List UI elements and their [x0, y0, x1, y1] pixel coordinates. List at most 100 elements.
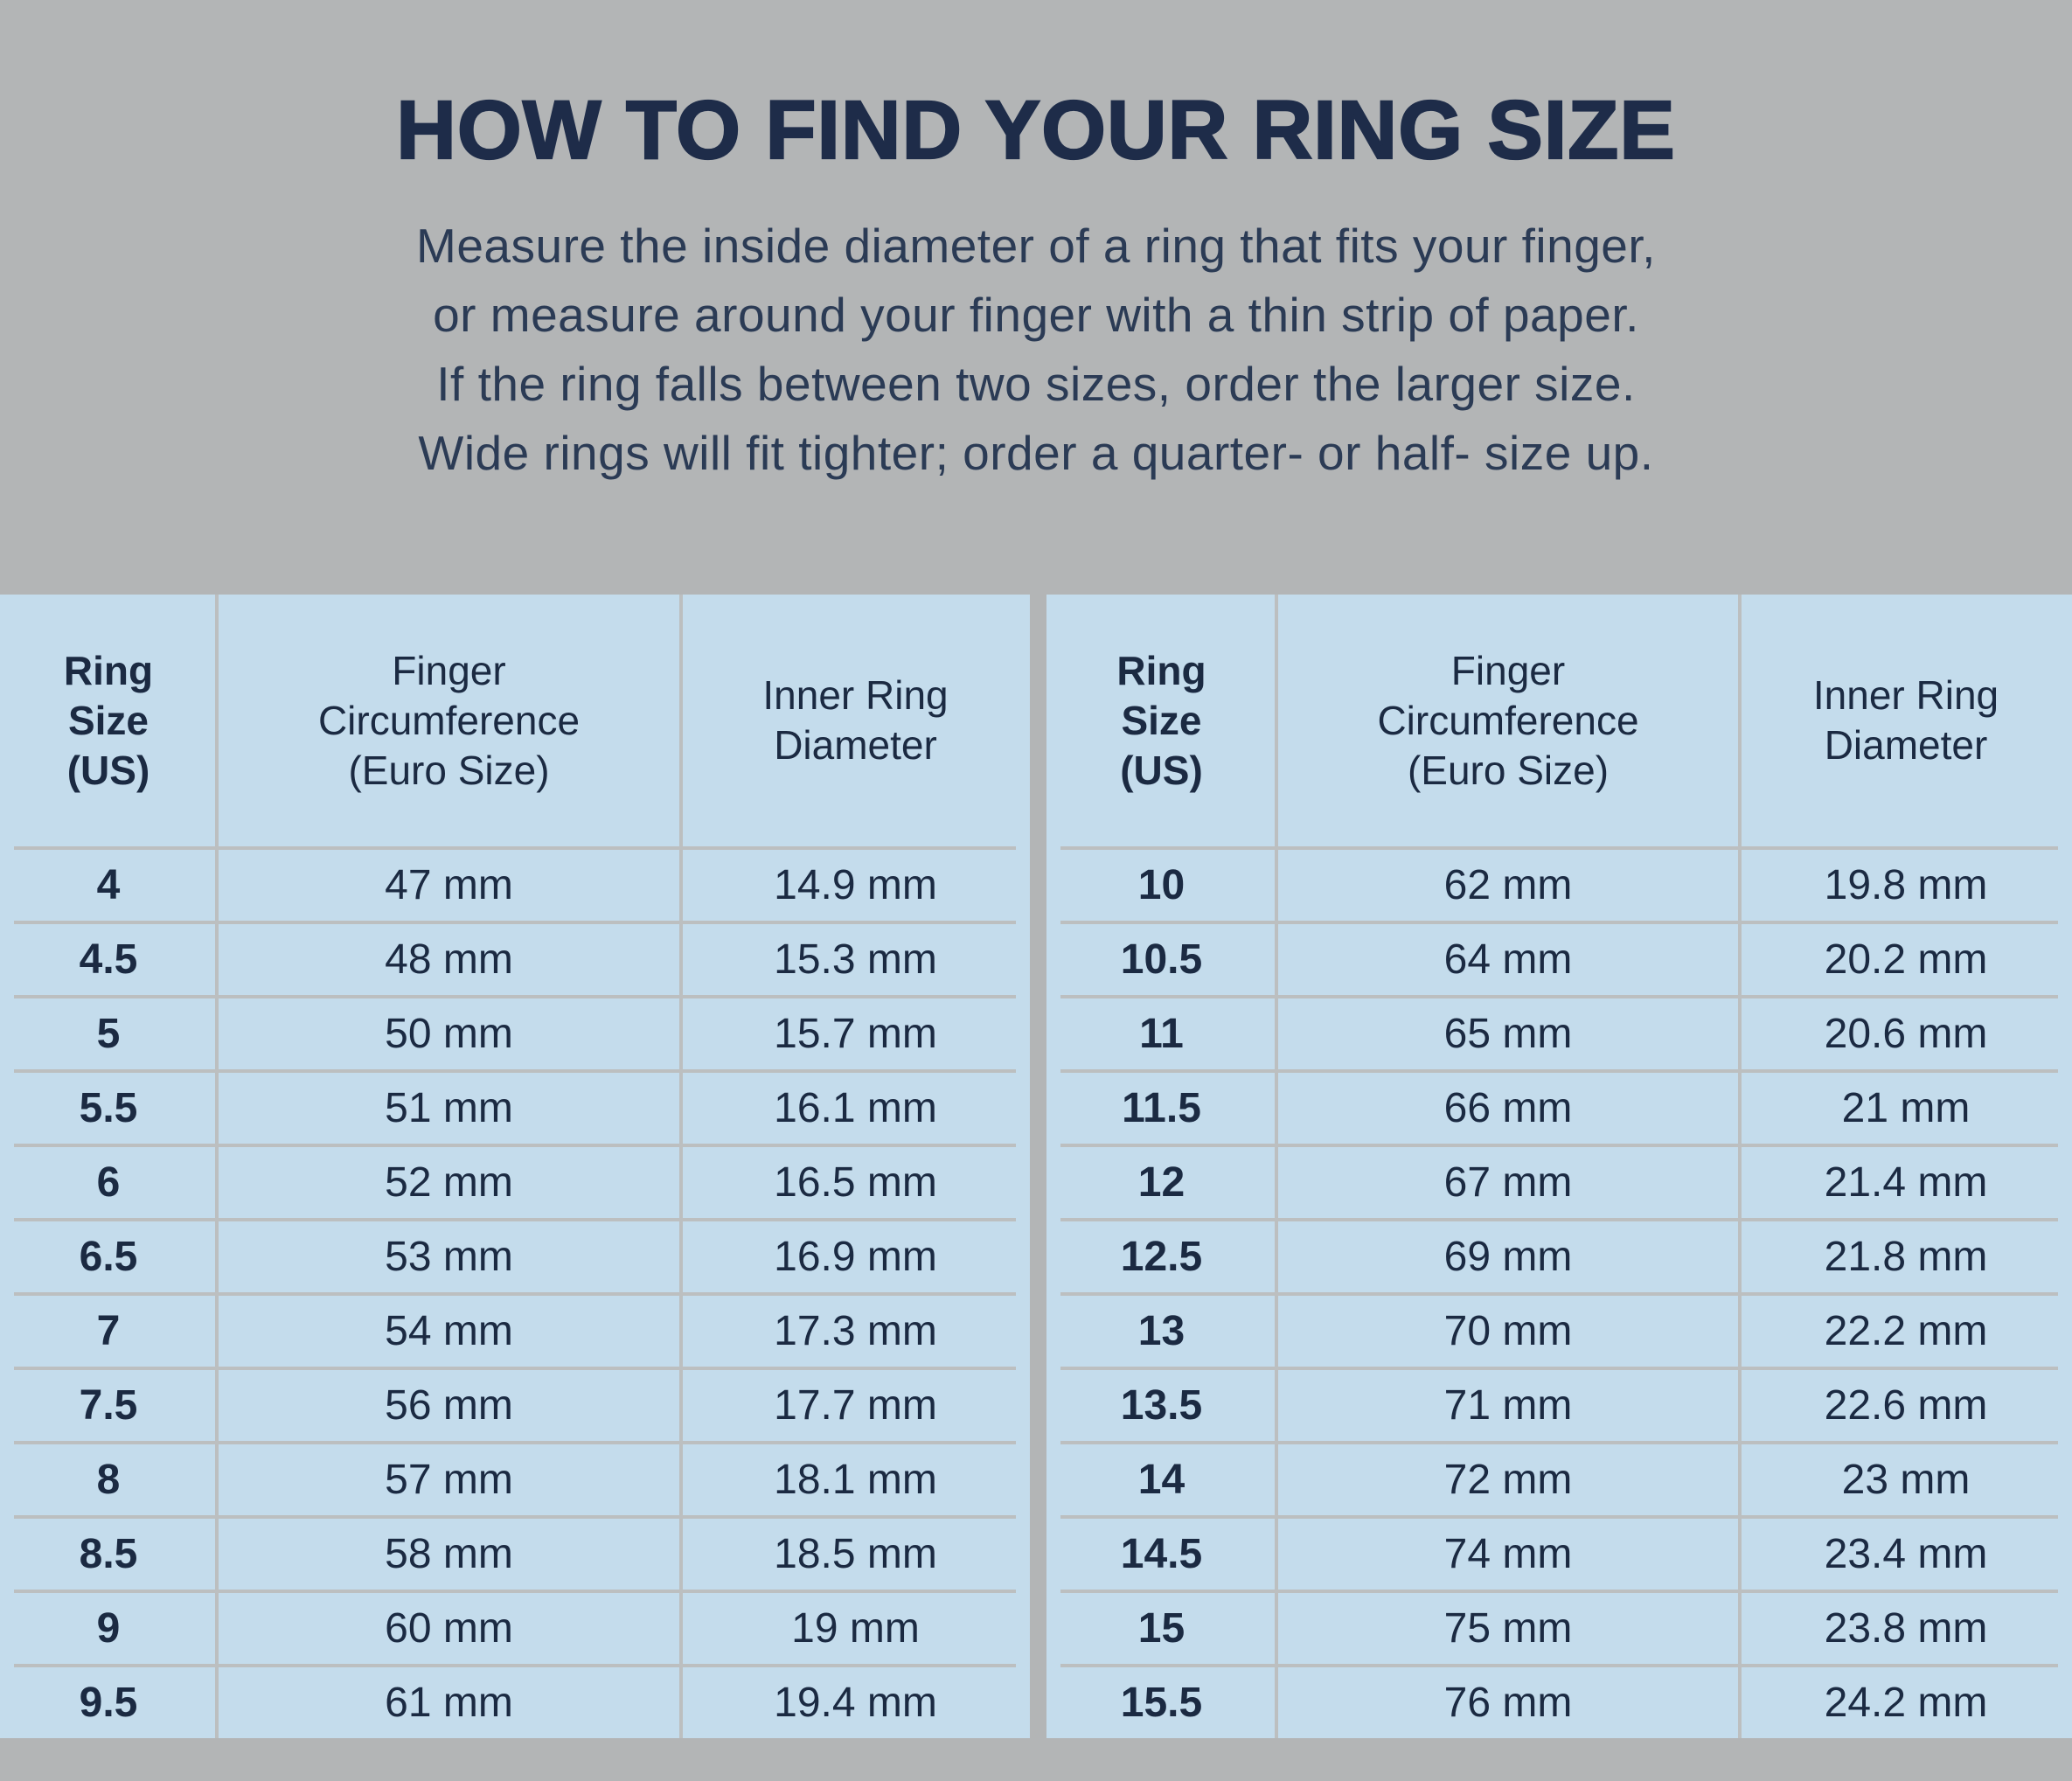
ring-size-value: 7: [96, 1308, 121, 1354]
row-divider: [1060, 1144, 2058, 1147]
finger-circumference-value: 61 mm: [385, 1680, 513, 1726]
row-divider: [14, 1144, 1016, 1147]
table-row: 14 72 mm 23 mm: [1046, 1444, 2072, 1515]
inner-diameter-value: 19.4 mm: [774, 1680, 937, 1726]
inner-diameter-value: 18.5 mm: [774, 1531, 937, 1577]
inner-diameter-value: 20.6 mm: [1824, 1011, 1988, 1057]
column-divider: [679, 595, 683, 1738]
inner-diameter-value: 23.4 mm: [1824, 1531, 1988, 1577]
finger-circumference-value: 71 mm: [1443, 1382, 1573, 1429]
ring-size-value: 11: [1139, 1011, 1184, 1057]
row-divider: [1060, 1664, 2058, 1667]
ring-size-value: 14.5: [1120, 1531, 1203, 1577]
inner-diameter-value: 16.9 mm: [774, 1234, 937, 1280]
table-row: 15.5 76 mm 24.2 mm: [1046, 1667, 2072, 1738]
row-divider: [14, 921, 1016, 924]
finger-circumference-value: 65 mm: [1443, 1011, 1573, 1057]
row-divider: [14, 995, 1016, 998]
ring-size-value: 11.5: [1122, 1085, 1201, 1131]
column-divider: [1738, 595, 1742, 1738]
table-row: 12.5 69 mm 21.8 mm: [1046, 1221, 2072, 1292]
col-header-diameter: Inner Ring Diameter: [762, 672, 949, 768]
inner-diameter-value: 17.7 mm: [774, 1382, 937, 1429]
inner-diameter-value: 16.5 mm: [774, 1159, 937, 1206]
column-divider: [215, 595, 219, 1738]
ring-size-value: 6.5: [79, 1234, 138, 1280]
ring-size-value: 4.5: [79, 936, 138, 983]
inner-diameter-value: 20.2 mm: [1824, 936, 1988, 983]
finger-circumference-value: 70 mm: [1443, 1308, 1573, 1354]
ring-size-value: 8: [96, 1457, 121, 1503]
finger-circumference-value: 76 mm: [1443, 1680, 1573, 1726]
row-divider: [14, 1515, 1016, 1519]
row-divider: [1060, 1367, 2058, 1370]
inner-diameter-value: 22.6 mm: [1824, 1382, 1988, 1429]
row-divider: [14, 1218, 1016, 1221]
inner-diameter-value: 19 mm: [791, 1605, 920, 1652]
row-divider: [14, 1441, 1016, 1444]
finger-circumference-value: 51 mm: [385, 1085, 513, 1131]
ring-size-value: 10.5: [1120, 936, 1203, 983]
table-row: 10.5 64 mm 20.2 mm: [1046, 924, 2072, 995]
table-row: 5.5 51 mm 16.1 mm: [0, 1073, 1030, 1144]
row-divider: [1060, 1590, 2058, 1593]
finger-circumference-value: 62 mm: [1443, 862, 1573, 908]
inner-diameter-value: 14.9 mm: [774, 862, 937, 908]
instructions: Measure the inside diameter of a ring th…: [0, 212, 2072, 488]
table-row: 4.5 48 mm 15.3 mm: [0, 924, 1030, 995]
inner-diameter-value: 24.2 mm: [1824, 1680, 1988, 1726]
ring-size-table-left: Ring Size (US) Finger Circumference (Eur…: [0, 595, 1030, 1738]
inner-diameter-value: 18.1 mm: [774, 1457, 937, 1503]
finger-circumference-value: 53 mm: [385, 1234, 513, 1280]
row-divider: [14, 1292, 1016, 1296]
instruction-line: Wide rings will fit tighter; order a qua…: [418, 425, 1654, 480]
finger-circumference-value: 50 mm: [385, 1011, 513, 1057]
instruction-line: or measure around your finger with a thi…: [433, 287, 1639, 342]
inner-diameter-value: 21.8 mm: [1824, 1234, 1988, 1280]
finger-circumference-value: 75 mm: [1443, 1605, 1573, 1652]
column-divider: [1275, 595, 1278, 1738]
ring-size-value: 12.5: [1120, 1234, 1203, 1280]
inner-diameter-value: 19.8 mm: [1824, 862, 1988, 908]
table-row: 13 70 mm 22.2 mm: [1046, 1296, 2072, 1367]
ring-size-value: 15.5: [1120, 1680, 1203, 1726]
table-header-row: Ring Size (US) Finger Circumference (Eur…: [1046, 595, 2072, 846]
row-divider: [1060, 995, 2058, 998]
ring-size-value: 7.5: [79, 1382, 138, 1429]
finger-circumference-value: 56 mm: [385, 1382, 513, 1429]
table-row: 9.5 61 mm 19.4 mm: [0, 1667, 1030, 1738]
header-divider: [14, 846, 1016, 850]
ring-size-value: 12: [1137, 1159, 1185, 1206]
row-divider: [14, 1664, 1016, 1667]
finger-circumference-value: 58 mm: [385, 1531, 513, 1577]
col-header-diameter: Inner Ring Diameter: [1812, 672, 1999, 768]
finger-circumference-value: 64 mm: [1443, 936, 1573, 983]
finger-circumference-value: 54 mm: [385, 1308, 513, 1354]
finger-circumference-value: 72 mm: [1443, 1457, 1573, 1503]
table-header-row: Ring Size (US) Finger Circumference (Eur…: [0, 595, 1030, 846]
table-row: 7.5 56 mm 17.7 mm: [0, 1370, 1030, 1441]
row-divider: [1060, 1441, 2058, 1444]
ring-size-value: 9: [96, 1605, 121, 1652]
row-divider: [1060, 921, 2058, 924]
ring-size-value: 4: [96, 862, 121, 908]
ring-size-value: 13.5: [1120, 1382, 1203, 1429]
col-header-ring-size: Ring Size (US): [1116, 647, 1206, 793]
finger-circumference-value: 60 mm: [385, 1605, 513, 1652]
table-row: 13.5 71 mm 22.6 mm: [1046, 1370, 2072, 1441]
col-header-ring-size: Ring Size (US): [63, 647, 154, 793]
ring-size-value: 8.5: [79, 1531, 138, 1577]
inner-diameter-value: 22.2 mm: [1824, 1308, 1988, 1354]
header-section: HOW TO FIND YOUR RING SIZE Measure the i…: [0, 0, 2072, 488]
row-divider: [1060, 1218, 2058, 1221]
ring-size-value: 10: [1137, 862, 1185, 908]
table-body: 4 47 mm 14.9 mm 4.5 48 mm 15.3 mm 5 50 mm 15.7 m…: [0, 850, 1030, 1738]
finger-circumference-value: 57 mm: [385, 1457, 513, 1503]
ring-size-value: 13: [1137, 1308, 1185, 1354]
finger-circumference-value: 48 mm: [385, 936, 513, 983]
finger-circumference-value: 74 mm: [1443, 1531, 1573, 1577]
page-title: HOW TO FIND YOUR RING SIZE: [395, 84, 1676, 177]
ring-size-value: 6: [96, 1159, 121, 1206]
table-row: 11 65 mm 20.6 mm: [1046, 998, 2072, 1069]
instruction-line: If the ring falls between two sizes, ord…: [436, 356, 1636, 411]
